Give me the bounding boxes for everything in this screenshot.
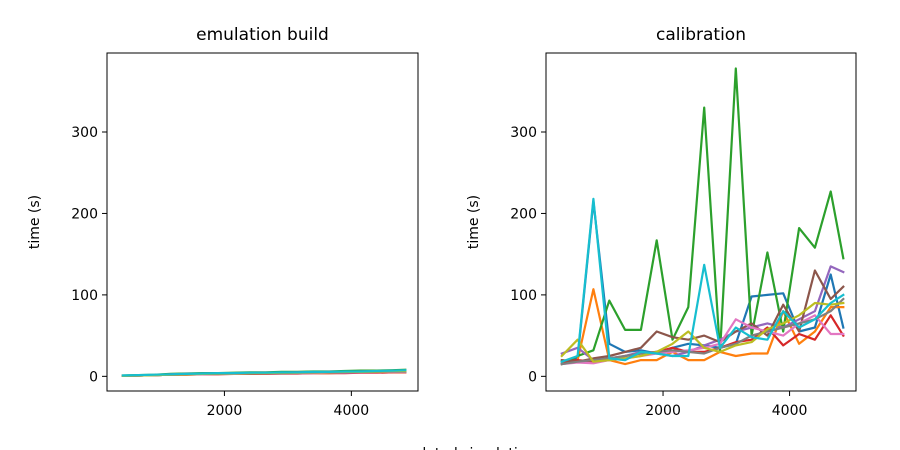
emulation-series-group [121,368,407,378]
shared-x-axis-label: no. completed simulations [357,446,542,450]
calibration-series-line-10 [560,197,845,364]
emulation-panel: emulation build 2000 4000 0 100 200 300 time (s… [27,25,419,419]
emulation-x-tick-label: 4000 [334,403,370,419]
emulation-axes-frame [106,52,419,392]
emulation-y-tick-label: 200 [71,206,98,222]
emulation-y-tick-label: 300 [71,125,98,141]
calibration-series-group [560,67,845,366]
emulation-series-line-10 [121,369,407,377]
calibration-y-tick-label: 100 [510,288,537,304]
calibration-y-axis-label: time (s) [466,195,482,249]
emulation-y-tick-label: 0 [89,369,98,385]
emulation-x-tick-label: 2000 [207,403,243,419]
calibration-x-tick-label: 2000 [645,403,681,419]
calibration-title: calibration [656,25,746,45]
emulation-title: emulation build [196,25,329,45]
emulation-y-tick-label: 100 [71,288,98,304]
calibration-y-tick-label: 0 [528,369,537,385]
calibration-series-line-3 [560,67,845,366]
calibration-series-line-9 [560,301,845,363]
calibration-y-tick-label: 300 [510,125,537,141]
calibration-panel: calibration 2000 4000 0 100 200 300 time (s) [466,25,857,419]
calibration-axes-frame [545,52,857,392]
calibration-y-tick-label: 200 [510,206,537,222]
calibration-x-tick-label: 4000 [772,403,808,419]
emulation-y-axis-label: time (s) [27,195,43,249]
